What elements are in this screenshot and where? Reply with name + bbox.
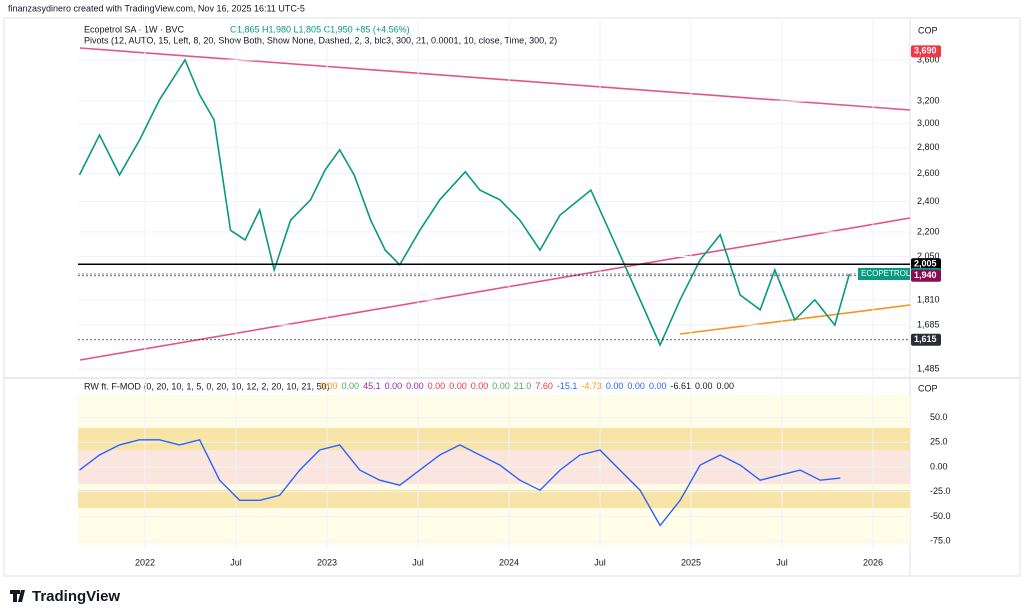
osc-band [78, 428, 910, 450]
osc-readout: 0.00 [449, 381, 467, 391]
frame [3, 17, 1021, 577]
osc-readout: 0.00 [342, 381, 360, 391]
price-tag [911, 269, 941, 282]
price-tag [911, 258, 941, 271]
series-line [79, 438, 841, 527]
osc-readout: 0.00 [492, 381, 510, 391]
y-tick-label: 2,200 [917, 226, 940, 236]
series-line [78, 58, 851, 347]
y-tick-label: 3,200 [917, 95, 940, 105]
x-tick-label: 2025 [681, 557, 701, 567]
price-tag-label: 2,005 [914, 259, 937, 269]
y-tick-label: 2,800 [917, 142, 940, 152]
osc-readout: -4.73 [581, 381, 602, 391]
y-tick-label: 1,485 [917, 363, 940, 373]
y-tick-label: 0.00 [930, 461, 948, 471]
price-tag [911, 333, 941, 346]
osc-readout: 45.1 [363, 381, 381, 391]
osc-readout: -6.61 [670, 381, 691, 391]
x-tick-label: Jul [412, 557, 424, 567]
y-tick-label: 25.0 [930, 437, 948, 447]
x-tick-label: 2023 [317, 557, 337, 567]
osc-readout: 0.00 [717, 381, 735, 391]
osc-readouts: 0.00 0.00 45.1 0.00 0.00 0.00 0.00 0.00 0.00 21.0… [320, 381, 734, 391]
y-tick-label: 1,685 [917, 319, 940, 329]
trend-line [79, 47, 911, 111]
y-tick-label: 2,400 [917, 196, 940, 206]
x-tick-label: Jul [230, 557, 242, 567]
x-tick-label: 2024 [499, 557, 519, 567]
y-tick-label: 50.0 [930, 412, 948, 422]
price-tag-label: 1,940 [914, 270, 937, 280]
price-tag-label: 3,690 [914, 46, 937, 56]
logo [10, 590, 25, 602]
osc-readout: 0.00 [320, 381, 338, 391]
ohlc: O1,865 H1,980 L1,805 C1,950 +85 (+4.56%) [230, 24, 410, 34]
y-tick-label: 3,000 [917, 118, 940, 128]
symbol-tag [858, 267, 910, 280]
y-tick-label: -50.0 [930, 511, 951, 521]
brand: TradingView [32, 588, 120, 605]
x-tick-label: Jul [594, 557, 606, 567]
y-tick-label: -75.0 [930, 535, 951, 545]
osc-readout: 0.00 [606, 381, 624, 391]
y-tick-label: -25.0 [930, 486, 951, 496]
osc-readout: 0.00 [627, 381, 645, 391]
currency: COP [918, 25, 938, 35]
symbol-title: Ecopetrol SA · 1W · BVC [84, 24, 185, 34]
x-tick-label: 2026 [863, 557, 883, 567]
y-tick-label: 2,600 [917, 168, 940, 178]
osc-currency: COP [918, 383, 938, 393]
osc-readout: 0.00 [695, 381, 713, 391]
osc-readout: 0.00 [385, 381, 403, 391]
price-tag-label: 1,615 [914, 334, 937, 344]
indicator-legend: Pivots (12, AUTO, 15, Left, 8, 20, Show … [84, 35, 557, 45]
credit: finanzasydinero created with TradingView… [8, 3, 305, 13]
osc-readout: 0.00 [649, 381, 667, 391]
symbol-tag-label: ECOPETROL [861, 269, 911, 278]
osc-title: RW ft. F-MOD (0, 20, 10, 1, 5, 0, 20, 10… [84, 381, 329, 391]
osc-readout: 21.0 [514, 381, 532, 391]
x-tick-label: Jul [776, 557, 788, 567]
y-tick-label: 3,600 [917, 54, 940, 64]
osc-readout: 7.60 [535, 381, 553, 391]
osc-readout: 0.00 [428, 381, 446, 391]
price-tag [911, 45, 941, 58]
osc-readout: 0.00 [471, 381, 489, 391]
osc-band [78, 490, 910, 508]
trend-line [79, 217, 911, 361]
osc-readout: 0.00 [406, 381, 424, 391]
y-tick-label: 2,050 [917, 251, 940, 261]
y-tick-label: 1,810 [917, 294, 940, 304]
x-tick-label: 2022 [135, 557, 155, 567]
osc-readout: -15.1 [557, 381, 578, 391]
